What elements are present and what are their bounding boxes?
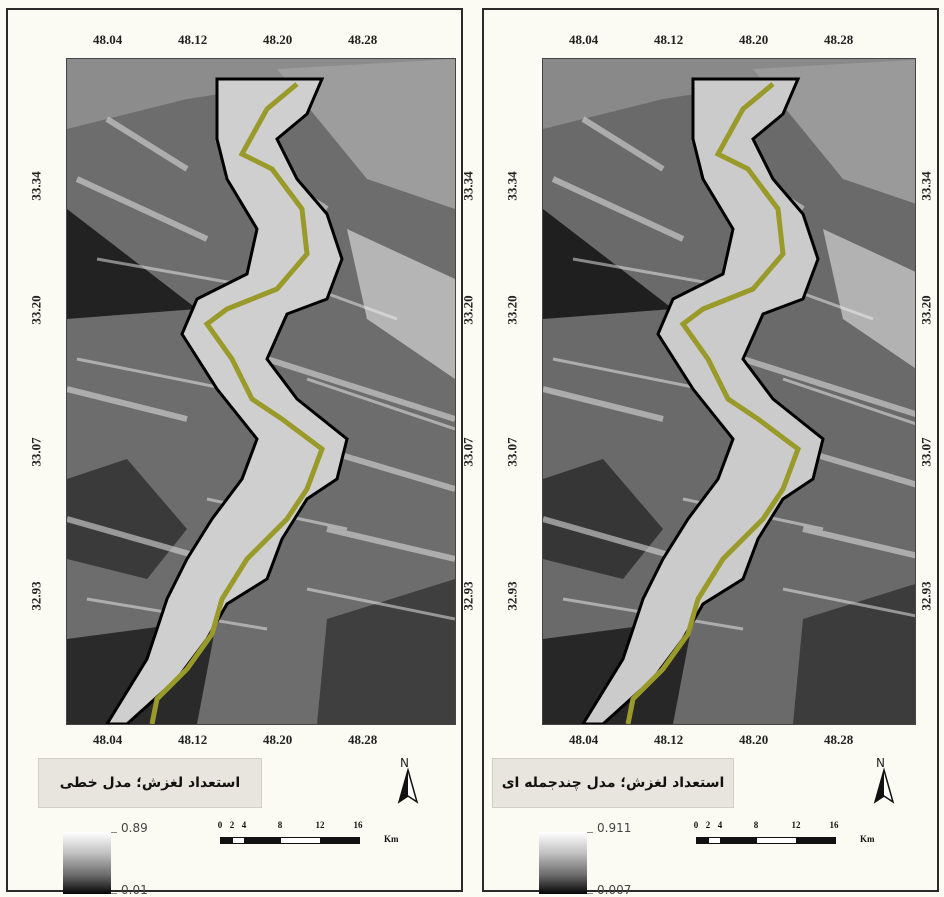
- map-title: استعداد لغزش؛ مدل خطی: [38, 758, 262, 808]
- left-lat-tick: 33.07: [504, 437, 520, 467]
- bottom-lon-tick: 48.28: [348, 732, 378, 747]
- scale-label: 16: [353, 820, 363, 830]
- scale-unit: Km: [384, 834, 399, 844]
- bottom-lon-tick: 48.20: [739, 732, 769, 747]
- top-lon-tick: 48.28: [348, 32, 378, 47]
- map-title: استعداد لغزش؛ مدل چندجمله ای: [492, 758, 734, 808]
- north-arrow-icon: [873, 767, 895, 804]
- scale-bar: 0 2 4 8 12 16 Km: [694, 820, 884, 860]
- right-lat-tick: 33.20: [460, 295, 476, 325]
- right-lat-tick: 33.20: [918, 295, 934, 325]
- top-lon-tick: 48.12: [178, 32, 208, 47]
- top-lon-tick: 48.04: [93, 32, 123, 47]
- bottom-lon-tick: 48.04: [569, 732, 599, 747]
- right-lat-tick: 33.34: [918, 171, 934, 201]
- map-panel-linear: 48.04 48.12 48.20 48.28 48.04 48.12 48.2…: [6, 8, 476, 897]
- top-lon-tick: 48.28: [824, 32, 854, 47]
- bottom-lon-tick: 48.12: [178, 732, 208, 747]
- scale-label: 8: [753, 820, 759, 830]
- scale-label: 16: [829, 820, 839, 830]
- left-lat-tick: 32.93: [28, 581, 44, 611]
- bottom-lon-tick: 48.28: [824, 732, 854, 747]
- left-lat-tick: 33.07: [28, 437, 44, 467]
- scale-label: 4: [241, 820, 247, 830]
- left-lat-tick: 32.93: [504, 581, 520, 611]
- map-panel-polynomial: 48.04 48.12 48.20 48.28 48.04 48.12 48.2…: [482, 8, 939, 897]
- left-lat-tick: 33.20: [504, 295, 520, 325]
- scale-label: 12: [791, 820, 801, 830]
- legend-max-value: 0.911: [597, 821, 632, 835]
- susceptibility-map: [542, 58, 916, 725]
- right-lat-tick: 32.93: [460, 581, 476, 611]
- susceptibility-map: [66, 58, 456, 725]
- scale-bar: 0 2 4 8 12 16 Km: [218, 820, 408, 860]
- left-lat-tick: 33.20: [28, 295, 44, 325]
- scale-label: 12: [315, 820, 325, 830]
- scale-unit: Km: [860, 834, 875, 844]
- scale-label: 2: [229, 820, 235, 830]
- north-label: N: [400, 756, 409, 770]
- right-lat-tick: 33.07: [460, 437, 476, 467]
- top-lon-tick: 48.04: [569, 32, 599, 47]
- left-lat-tick: 33.34: [504, 171, 520, 201]
- right-lat-tick: 32.93: [918, 581, 934, 611]
- bottom-lon-tick: 48.12: [654, 732, 684, 747]
- scale-label: 4: [717, 820, 723, 830]
- right-lat-tick: 33.34: [460, 171, 476, 201]
- left-lat-tick: 33.34: [28, 171, 44, 201]
- scale-label: 0: [693, 820, 699, 830]
- north-label: N: [876, 756, 885, 770]
- scale-label: 2: [705, 820, 711, 830]
- legend-color-ramp: [539, 832, 587, 894]
- right-lat-tick: 33.07: [918, 437, 934, 467]
- scale-label: 0: [217, 820, 223, 830]
- bottom-lon-tick: 48.04: [93, 732, 123, 747]
- top-lon-tick: 48.20: [263, 32, 293, 47]
- legend-color-ramp: [63, 832, 111, 894]
- legend-max-value: 0.89: [121, 821, 148, 835]
- north-arrow-icon: [397, 767, 419, 804]
- scale-label: 8: [277, 820, 283, 830]
- bottom-lon-tick: 48.20: [263, 732, 293, 747]
- legend-min-value: 0.007: [597, 883, 632, 897]
- top-lon-tick: 48.12: [654, 32, 684, 47]
- legend-min-value: 0.01: [121, 883, 148, 897]
- top-lon-tick: 48.20: [739, 32, 769, 47]
